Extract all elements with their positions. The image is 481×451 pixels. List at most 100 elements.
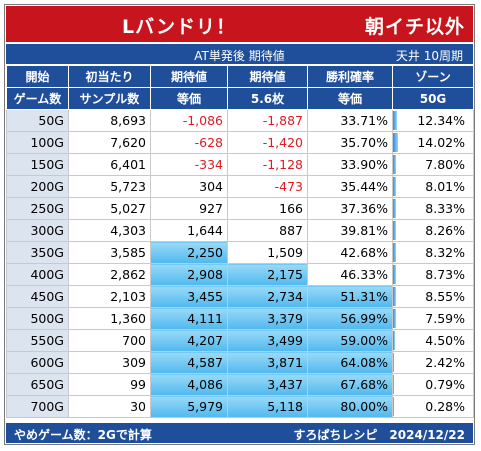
zone-bar (393, 111, 398, 130)
cell-win-rate: 39.81% (307, 219, 393, 242)
col-subheader-start: ゲーム数 (6, 87, 69, 110)
cell-start: 650G (6, 373, 69, 396)
col-subheader-ev-equal: 等価 (150, 87, 228, 110)
cell-ev-equal: 4,207 (150, 329, 228, 352)
table-row: 400G 2,862 2,908 2,175 46.33% 8.73% (6, 263, 474, 286)
cell-ev-56: 3,499 (227, 329, 308, 352)
cell-start: 200G (6, 175, 69, 198)
col-subheader-samples: サンプル数 (68, 87, 151, 110)
cell-zone: 7.80% (392, 153, 474, 176)
cell-win-rate: 51.31% (307, 285, 393, 308)
footer-note: やめゲーム数：2Gで計算 (14, 428, 152, 442)
cell-ev-56: 5,118 (227, 395, 308, 418)
cell-ev-equal: -1,086 (150, 109, 228, 132)
title-condition: 朝イチ以外 (364, 16, 465, 38)
cell-start: 550G (6, 329, 69, 352)
footer-credit: すろぱちレシピ 2024/12/22 (293, 428, 465, 442)
expected-value-table: 開始 初当たり 期待値 期待値 勝利確率 ゾーン ゲーム数 サンプル数 等価 5… (6, 65, 474, 418)
zone-bar (393, 221, 396, 240)
cell-win-rate: 37.36% (307, 197, 393, 220)
cell-ev-equal: 1,644 (150, 219, 228, 242)
cell-win-rate: 33.71% (307, 109, 393, 132)
zone-value: 8.33% (425, 201, 465, 216)
cell-win-rate: 35.70% (307, 131, 393, 154)
zone-value: 2.42% (425, 355, 465, 370)
cell-zone: 0.28% (392, 395, 474, 418)
zone-value: 14.02% (417, 135, 465, 150)
cell-zone: 8.01% (392, 175, 474, 198)
cell-win-rate: 46.33% (307, 263, 393, 286)
cell-samples: 2,862 (68, 263, 151, 286)
cell-win-rate: 67.68% (307, 373, 393, 396)
table-row: 500G 1,360 4,111 3,379 56.99% 7.59% (6, 307, 474, 330)
cell-samples: 30 (68, 395, 151, 418)
zone-bar (393, 265, 396, 284)
zone-value: 0.79% (425, 377, 465, 392)
cell-samples: 99 (68, 373, 151, 396)
cell-zone: 8.26% (392, 219, 474, 242)
cell-ev-56: 887 (227, 219, 308, 242)
cell-ev-equal: -334 (150, 153, 228, 176)
cell-samples: 6,401 (68, 153, 151, 176)
col-header-start: 開始 (6, 65, 69, 88)
zone-bar (393, 353, 394, 372)
cell-win-rate: 56.99% (307, 307, 393, 330)
cell-start: 300G (6, 219, 69, 242)
table-row: 700G 30 5,979 5,118 80.00% 0.28% (6, 395, 474, 418)
cell-ev-56: 3,437 (227, 373, 308, 396)
cell-start: 350G (6, 241, 69, 264)
zone-value: 12.34% (417, 113, 465, 128)
cell-zone: 0.79% (392, 373, 474, 396)
title-bar: Lバンドリ！ 朝イチ以外 (6, 6, 473, 42)
cell-samples: 309 (68, 351, 151, 374)
cell-ev-equal: 3,455 (150, 285, 228, 308)
cell-win-rate: 59.00% (307, 329, 393, 352)
zone-bar (393, 331, 395, 350)
subheader-title: AT単発後 期待値 (194, 49, 285, 63)
table-row: 600G 309 4,587 3,871 64.08% 2.42% (6, 351, 474, 374)
cell-start: 500G (6, 307, 69, 330)
zone-value: 8.26% (425, 223, 465, 238)
cell-ev-56: 1,509 (227, 241, 308, 264)
cell-zone: 14.02% (392, 131, 474, 154)
table-row: 200G 5,723 304 -473 35.44% 8.01% (6, 175, 474, 198)
col-header-ev-equal: 期待値 (150, 65, 228, 88)
zone-bar (393, 199, 396, 218)
cell-samples: 8,693 (68, 109, 151, 132)
table-row: 250G 5,027 927 166 37.36% 8.33% (6, 197, 474, 220)
cell-samples: 3,585 (68, 241, 151, 264)
cell-zone: 4.50% (392, 329, 474, 352)
cell-zone: 12.34% (392, 109, 474, 132)
cell-samples: 5,723 (68, 175, 151, 198)
cell-zone: 2.42% (392, 351, 474, 374)
table-row: 550G 700 4,207 3,499 59.00% 4.50% (6, 329, 474, 352)
col-subheader-win-rate: 等価 (307, 87, 393, 110)
cell-ev-56: 2,734 (227, 285, 308, 308)
cell-ev-equal: 4,587 (150, 351, 228, 374)
zone-value: 8.32% (425, 245, 465, 260)
zone-value: 7.80% (425, 157, 465, 172)
cell-ev-equal: 5,979 (150, 395, 228, 418)
cell-win-rate: 35.44% (307, 175, 393, 198)
cell-ev-equal: 2,250 (150, 241, 228, 264)
zone-bar (393, 287, 396, 306)
cell-ev-56: -1,420 (227, 131, 308, 154)
table-row: 150G 6,401 -334 -1,128 33.90% 7.80% (6, 153, 474, 176)
header-row-1: 開始 初当たり 期待値 期待値 勝利確率 ゾーン (6, 65, 474, 88)
table-row: 100G 7,620 -628 -1,420 35.70% 14.02% (6, 131, 474, 154)
zone-value: 8.01% (425, 179, 465, 194)
zone-bar (393, 133, 398, 152)
table-row: 300G 4,303 1,644 887 39.81% 8.26% (6, 219, 474, 242)
cell-start: 400G (6, 263, 69, 286)
table-row: 350G 3,585 2,250 1,509 42.68% 8.32% (6, 241, 474, 264)
cell-ev-56: -473 (227, 175, 308, 198)
cell-start: 600G (6, 351, 69, 374)
col-header-samples: 初当たり (68, 65, 151, 88)
subheader-ceiling: 天井 10周期 (395, 49, 463, 63)
cell-win-rate: 42.68% (307, 241, 393, 264)
zone-value: 8.73% (425, 267, 465, 282)
subheader-bar: AT単発後 期待値 天井 10周期 (6, 44, 473, 64)
zone-bar (393, 177, 396, 196)
cell-start: 50G (6, 109, 69, 132)
cell-samples: 5,027 (68, 197, 151, 220)
